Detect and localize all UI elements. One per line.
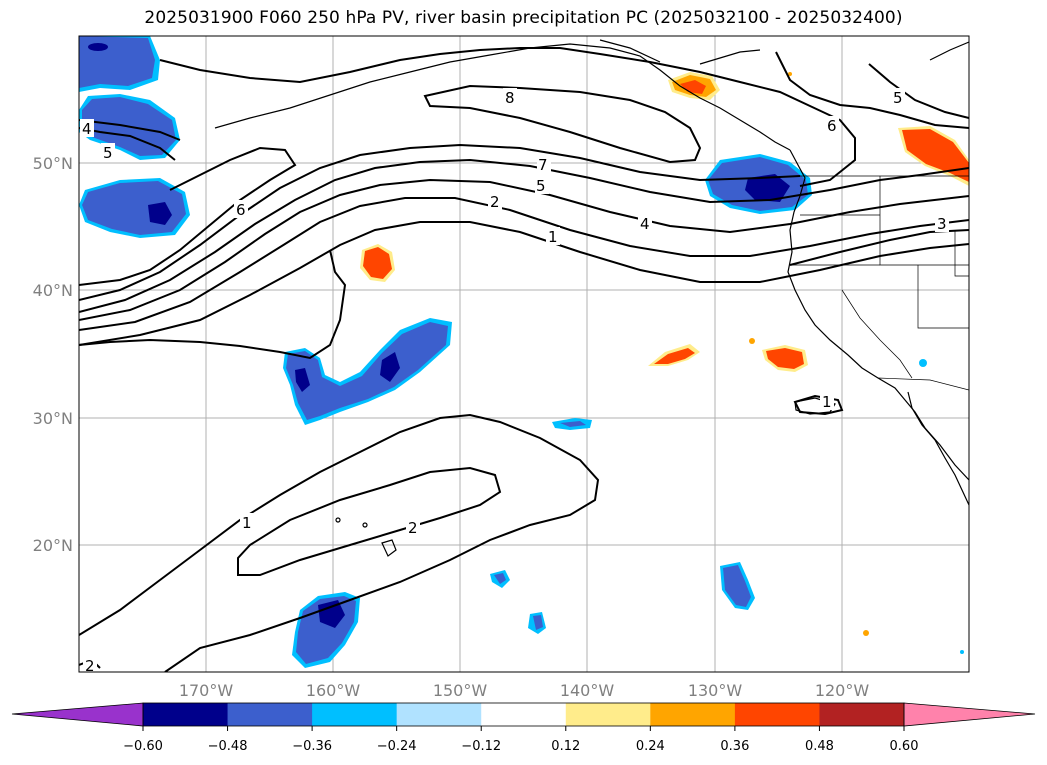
colorbar-cell <box>650 703 736 726</box>
coastline-islands <box>599 39 969 65</box>
map-background <box>79 36 969 672</box>
contour-label: 5 <box>893 89 903 107</box>
contour-label: 3 <box>937 215 947 233</box>
contour-label: 8 <box>505 89 515 107</box>
lon-labels: 170°W 160°W 150°W 140°W 130°W 120°W <box>179 681 870 700</box>
lat-label-30n: 30°N <box>33 409 73 428</box>
positive-pc-regions <box>360 72 969 636</box>
colorbar-extend-min <box>11 702 144 727</box>
contour-8 <box>423 84 702 164</box>
contour-label: 2 <box>85 657 95 675</box>
colorbar-tick-label: −0.48 <box>208 739 248 754</box>
coastline-baja <box>907 391 969 506</box>
lon-label-120w: 120°W <box>815 681 870 700</box>
contour-7 <box>79 143 801 301</box>
contour-label: 5 <box>536 177 546 195</box>
contour-label: 6 <box>236 201 246 219</box>
negative-pc-regions <box>79 36 964 668</box>
contour-1 <box>79 221 969 346</box>
lon-label-130w: 130°W <box>688 681 743 700</box>
colorbar-tick-label: −0.60 <box>123 739 163 754</box>
lon-label-170w: 170°W <box>179 681 234 700</box>
contour-5-ne <box>868 63 969 119</box>
colorbar-tick-label: −0.12 <box>461 739 501 754</box>
colorbar-cell <box>565 703 651 726</box>
lat-labels: 50°N 40°N 30°N 20°N <box>33 154 73 555</box>
contour-label: 1 <box>242 514 252 532</box>
contour-label: 5 <box>103 144 113 162</box>
colorbar-tick-label: 0.60 <box>890 739 919 754</box>
contour-label: 2 <box>490 193 500 211</box>
colorbar-cell <box>734 703 820 726</box>
colorbar: −0.60 −0.48 −0.36 −0.24 −0.12 0.12 0.24 0.36 0.4… <box>11 702 1036 754</box>
contour-label: 4 <box>640 215 650 233</box>
colorbar-tick-label: 0.48 <box>805 739 834 754</box>
contour-5 <box>79 158 969 313</box>
map-frame <box>78 35 970 673</box>
contour-label: 1 <box>548 228 558 246</box>
colorbar-tick-label: 0.36 <box>720 739 749 754</box>
contour-label: 6 <box>827 117 837 135</box>
colorbar-tick-label: 0.12 <box>551 739 580 754</box>
contour-label: 1 <box>822 393 832 411</box>
contour-6 <box>79 146 297 286</box>
colorbar-cell <box>481 703 567 726</box>
lon-label-150w: 150°W <box>433 681 488 700</box>
coastline-alaska <box>214 43 791 151</box>
contour-left-5 <box>79 119 181 141</box>
figure-title: 2025031900 F060 250 hPa PV, river basin … <box>144 8 903 28</box>
contour-top-5 <box>775 51 969 129</box>
colorbar-outline <box>142 702 905 727</box>
contour-label: 4 <box>82 120 92 138</box>
coastline-pnw <box>787 149 969 481</box>
contour-label: 2 <box>408 519 418 537</box>
colorbar-cell <box>227 703 313 726</box>
contour-1-inner <box>79 249 347 360</box>
contour-1-small <box>793 394 844 416</box>
coastlines <box>214 39 969 557</box>
colorbar-cell <box>396 703 482 726</box>
contour-labels: 8 7 5 6 6 5 5 4 4 2 1 3 1 1 <box>80 88 949 675</box>
lat-label-40n: 40°N <box>33 281 73 300</box>
lat-label-50n: 50°N <box>33 154 73 173</box>
colorbar-cell <box>819 703 905 726</box>
lat-label-20n: 20°N <box>33 536 73 555</box>
contour-top-6 <box>159 47 856 187</box>
lon-label-160w: 160°W <box>306 681 361 700</box>
contour-4 <box>79 178 969 321</box>
contour-2-south <box>237 466 502 576</box>
contour-label: 7 <box>538 156 548 174</box>
colorbar-cell <box>312 703 398 726</box>
state-borders <box>790 175 969 391</box>
colorbar-extend-max <box>903 702 1036 727</box>
colorbar-tick-label: −0.36 <box>292 739 332 754</box>
colorbar-tick-label: 0.24 <box>636 739 665 754</box>
contour-2 <box>79 197 969 331</box>
colorbar-cell <box>143 703 229 726</box>
colorbar-tick-label: −0.24 <box>377 739 417 754</box>
lon-label-140w: 140°W <box>560 681 615 700</box>
gridlines <box>79 36 969 672</box>
